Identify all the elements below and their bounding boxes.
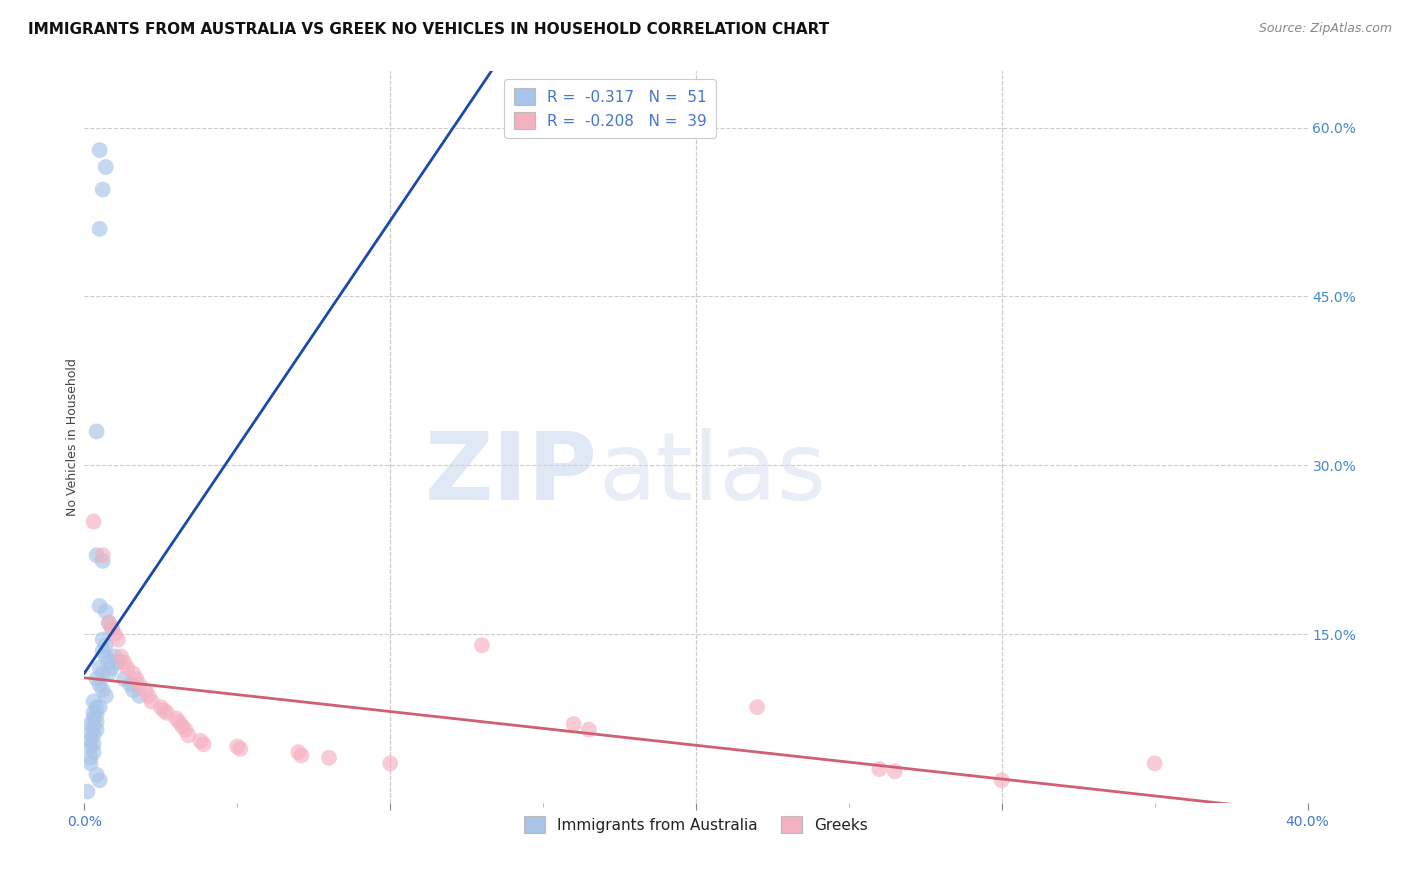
Point [229,741,252,756]
Point [83,737,105,751]
Point [578,723,600,737]
Point [112,672,135,686]
Point [83,728,105,742]
Legend: Immigrants from Australia, Greeks: Immigrants from Australia, Greeks [517,810,875,839]
Point [79,756,101,771]
Point [89,773,111,788]
Point [101,661,124,675]
Point [172,719,194,733]
Point [89,661,111,675]
Point [97,655,120,669]
Point [89,599,111,613]
Point [141,694,163,708]
Point [287,745,309,759]
Point [91,683,114,698]
Text: ZIP: ZIP [425,427,598,520]
Point [380,756,402,771]
Text: atlas: atlas [598,427,827,520]
Text: IMMIGRANTS FROM AUSTRALIA VS GREEK NO VEHICLES IN HOUSEHOLD CORRELATION CHART: IMMIGRANTS FROM AUSTRALIA VS GREEK NO VE… [28,22,830,37]
Point [79,751,101,765]
Point [174,723,197,737]
Point [104,627,127,641]
Point [91,548,114,562]
Point [318,751,340,765]
Point [86,700,108,714]
Point [89,678,111,692]
Point [94,638,117,652]
Point [110,649,132,664]
Point [76,784,98,798]
Point [83,694,105,708]
Point [991,773,1014,788]
Point [91,644,114,658]
Point [153,704,176,718]
Point [149,700,172,714]
Point [94,160,117,174]
Point [94,689,117,703]
Point [562,717,585,731]
Point [747,700,769,714]
Point [97,615,120,630]
Point [89,700,111,714]
Point [122,683,145,698]
Point [83,515,105,529]
Point [86,548,108,562]
Point [97,666,120,681]
Point [86,723,108,737]
Point [79,717,101,731]
Point [101,621,124,635]
Point [83,745,105,759]
Point [79,726,101,740]
Point [86,672,108,686]
Point [91,554,114,568]
Point [471,638,494,652]
Point [190,734,212,748]
Point [94,605,117,619]
Point [177,728,200,742]
Point [86,708,108,723]
Point [91,666,114,681]
Point [125,672,148,686]
Point [869,762,891,776]
Point [165,711,187,725]
Point [107,632,129,647]
Point [128,689,150,703]
Point [104,649,127,664]
Point [79,739,101,754]
Point [135,683,157,698]
Point [156,706,179,720]
Point [91,182,114,196]
Point [86,714,108,729]
Point [89,222,111,236]
Point [193,737,215,751]
Point [94,649,117,664]
Point [83,711,105,725]
Point [83,706,105,720]
Point [97,615,120,630]
Point [91,632,114,647]
Point [128,678,150,692]
Point [86,767,108,781]
Point [101,621,124,635]
Point [83,719,105,733]
Text: Source: ZipAtlas.com: Source: ZipAtlas.com [1258,22,1392,36]
Point [883,764,905,779]
Point [79,734,101,748]
Point [112,655,135,669]
Point [167,714,190,729]
Y-axis label: No Vehicles in Household: No Vehicles in Household [66,359,79,516]
Point [138,689,160,703]
Point [226,739,249,754]
Point [89,143,111,157]
Point [86,425,108,439]
Point [107,655,129,669]
Point [1143,756,1166,771]
Point [115,661,138,675]
Point [290,748,312,763]
Point [122,666,145,681]
Point [120,678,142,692]
